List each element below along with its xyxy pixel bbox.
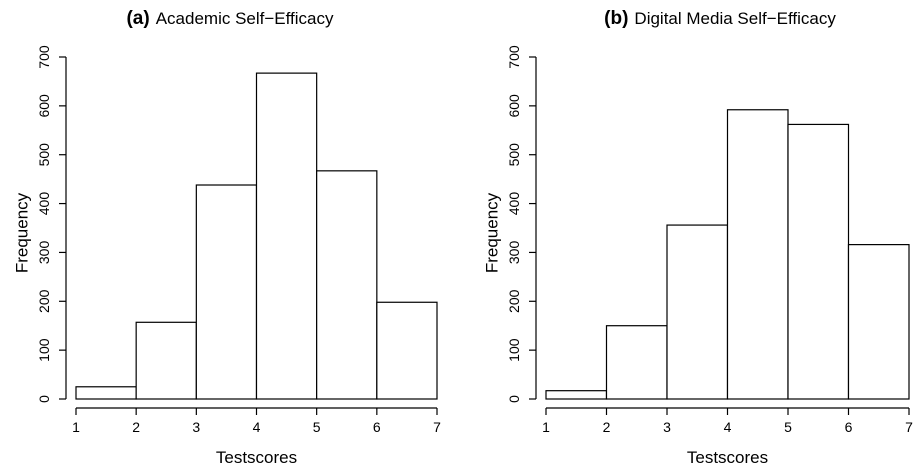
y-tick-label: 200 <box>506 289 522 313</box>
y-tick-label: 0 <box>506 395 522 403</box>
panel-academic-self-efficacy: 1 2 3 4 5 6 7 0 100 200 300 400 500 600 700 Testscores F… <box>13 8 442 467</box>
x-axis-label: Testscores <box>687 448 768 467</box>
y-tick-label: 500 <box>36 143 52 167</box>
chart-title-prefix: (b) <box>604 8 628 29</box>
histogram-bar <box>787 123 850 400</box>
x-tick-label: 4 <box>253 419 261 435</box>
histogram-bar <box>847 244 910 400</box>
chart-title-prefix: (a) <box>126 8 149 29</box>
panel-digital-media-self-efficacy: 1 2 3 4 5 6 7 0 100 200 300 400 500 600 700 Testscores F… <box>483 8 914 467</box>
x-tick-label: 6 <box>373 419 381 435</box>
x-tick-label: 2 <box>132 419 140 435</box>
histogram-bar <box>666 224 729 400</box>
chart-title: (a) Academic Self−Efficacy <box>126 8 334 29</box>
histogram-bar <box>605 325 668 400</box>
x-tick-label: 4 <box>724 419 732 435</box>
y-tick-label: 400 <box>506 192 522 216</box>
y-tick-label: 400 <box>36 192 52 216</box>
y-tick-label: 600 <box>506 94 522 118</box>
histogram-bar <box>726 109 789 400</box>
x-axis-label: Testscores <box>216 448 297 467</box>
y-tick-label: 100 <box>36 338 52 362</box>
y-tick-label: 0 <box>36 395 52 403</box>
y-tick-label: 200 <box>36 289 52 313</box>
x-tick-label: 3 <box>192 419 200 435</box>
chart-title-text: Digital Media Self−Efficacy <box>634 9 836 28</box>
x-tick-label: 5 <box>313 419 321 435</box>
chart-title: (b) Digital Media Self−Efficacy <box>604 8 836 29</box>
y-tick-label: 100 <box>506 338 522 362</box>
histogram-bar <box>135 321 197 400</box>
x-tick-label: 1 <box>72 419 80 435</box>
x-tick-label: 5 <box>784 419 792 435</box>
histogram-bar <box>545 390 608 400</box>
x-tick-label: 2 <box>603 419 611 435</box>
y-axis-label: Frequency <box>483 192 502 273</box>
y-tick-label: 500 <box>506 143 522 167</box>
y-tick-label: 300 <box>506 241 522 265</box>
histogram-bar <box>75 386 137 400</box>
histogram-bar <box>255 72 318 400</box>
y-tick-label: 300 <box>36 241 52 265</box>
y-tick-label: 700 <box>36 45 52 69</box>
y-axis-label: Frequency <box>13 192 32 273</box>
x-tick-label: 7 <box>905 419 913 435</box>
y-tick-label: 600 <box>36 94 52 118</box>
x-tick-label: 3 <box>663 419 671 435</box>
histogram-bar <box>316 170 378 400</box>
chart-title-text: Academic Self−Efficacy <box>156 9 334 28</box>
x-tick-label: 7 <box>433 419 441 435</box>
histogram-bar <box>195 184 258 400</box>
y-tick-label: 700 <box>506 45 522 69</box>
x-tick-label: 1 <box>542 419 550 435</box>
histogram-bar <box>376 301 438 400</box>
x-tick-label: 6 <box>845 419 853 435</box>
